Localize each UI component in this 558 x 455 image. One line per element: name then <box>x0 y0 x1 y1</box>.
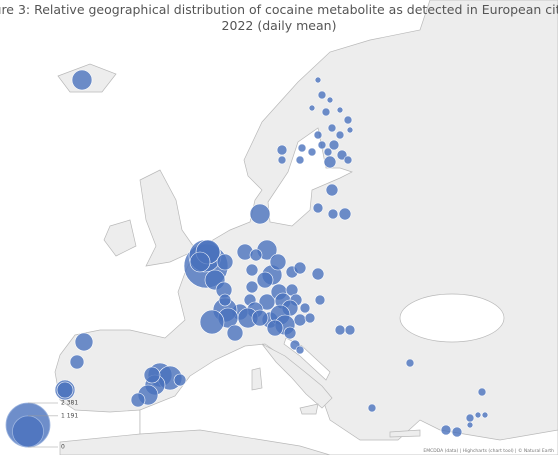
bubble <box>477 387 487 397</box>
bubble <box>367 403 377 413</box>
bubble <box>336 106 344 114</box>
bubble <box>304 312 316 324</box>
bubble <box>313 130 323 140</box>
bubble <box>216 253 234 271</box>
bubble <box>74 332 94 352</box>
bubble <box>326 96 334 104</box>
bubble <box>323 147 333 157</box>
bubble <box>317 90 327 100</box>
bubble <box>245 280 259 294</box>
bubble <box>474 411 482 419</box>
bubble <box>307 147 317 157</box>
bubble <box>293 313 307 327</box>
crete <box>389 429 421 438</box>
mediterranean <box>139 343 558 455</box>
bubble <box>328 139 340 151</box>
bubble <box>69 354 85 370</box>
source: EMCDDA (data) | Highcharts (chart tool) … <box>423 447 554 454</box>
sardinia <box>251 367 263 391</box>
legend-label: 0 <box>61 444 65 451</box>
basemap <box>54 0 558 455</box>
bubble <box>338 207 352 221</box>
bubble <box>344 324 356 336</box>
bubble <box>346 126 354 134</box>
bubble <box>466 421 474 429</box>
bubble <box>189 251 211 273</box>
bubble <box>327 123 337 133</box>
bubble <box>295 345 305 355</box>
bubble <box>130 392 146 408</box>
bubble <box>481 411 489 419</box>
bubble <box>218 293 232 307</box>
bubble <box>325 183 339 197</box>
title: Figure 3: Relative geographical distribu… <box>0 2 558 17</box>
bubble <box>245 263 259 277</box>
legend-bubble <box>12 415 44 448</box>
bubble <box>277 155 287 165</box>
great-britain <box>139 169 197 267</box>
bubble <box>295 155 305 165</box>
bubble <box>323 155 337 169</box>
bubble <box>314 76 322 84</box>
italy <box>261 343 333 409</box>
bubble <box>311 267 325 281</box>
bubble <box>343 115 353 125</box>
bubble <box>321 107 331 117</box>
bubble <box>293 261 307 275</box>
ireland <box>103 219 137 257</box>
bubble <box>71 69 93 91</box>
bubble <box>283 326 297 340</box>
bubble <box>249 248 263 262</box>
subtitle: 2022 (daily mean) <box>222 18 337 33</box>
continent <box>54 0 558 455</box>
bubble <box>256 271 274 289</box>
bubble <box>314 294 326 306</box>
bubble <box>226 324 244 342</box>
bubble <box>297 143 307 153</box>
legend-label: 1 191 <box>61 412 78 419</box>
bubble <box>335 130 345 140</box>
bubble <box>405 358 415 368</box>
bubble <box>334 324 346 336</box>
bubble <box>251 309 269 327</box>
bubble <box>269 253 287 271</box>
bubble <box>143 366 161 384</box>
bubble <box>327 208 339 220</box>
africa <box>59 429 331 455</box>
bubble <box>249 203 271 225</box>
black-sea <box>399 293 505 343</box>
bubble <box>317 140 327 150</box>
bubble <box>199 309 225 335</box>
bubble <box>266 319 284 337</box>
bubble <box>440 424 452 436</box>
legend: 2 381 1 191 0 <box>5 400 78 451</box>
bubble <box>465 413 475 423</box>
bubble <box>312 202 324 214</box>
legend-label: 2 381 <box>61 400 78 407</box>
bubble <box>276 144 288 156</box>
bubble <box>451 426 463 438</box>
bubbles <box>54 69 489 438</box>
bubble <box>343 155 353 165</box>
bubble <box>56 381 74 399</box>
sicily <box>299 403 319 415</box>
bubble <box>308 104 316 112</box>
bubble <box>299 302 311 314</box>
bubble <box>173 373 187 387</box>
baltic <box>267 127 353 227</box>
